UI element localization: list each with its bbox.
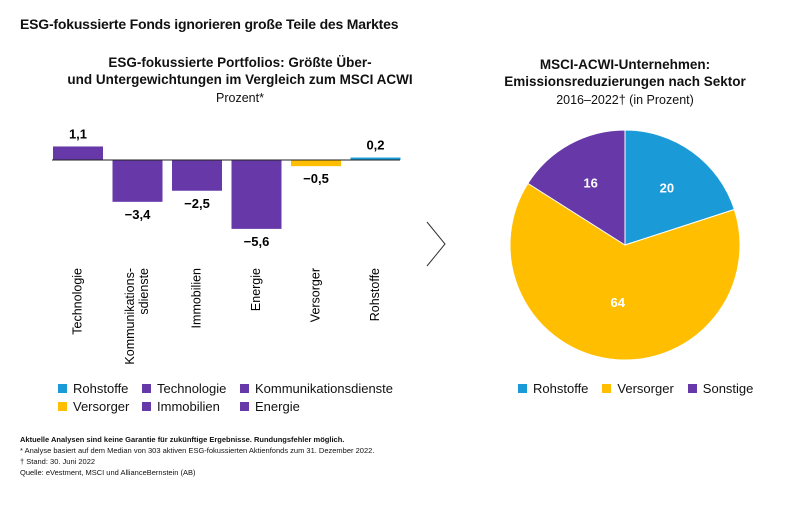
disclaimer: Aktuelle Analysen sind keine Garantie fü…	[20, 435, 345, 444]
pie-title-line2: Emissionsreduzierungen nach Sektor	[504, 74, 746, 89]
legend-label: Energie	[255, 399, 300, 414]
bar	[350, 157, 401, 160]
bar-value-label: 1,1	[69, 126, 87, 141]
bar-subtitle: Prozent*	[216, 91, 264, 105]
pie-slice	[527, 129, 626, 246]
pie-value-label: 20	[660, 180, 674, 195]
legend-item: Sonstige	[687, 381, 754, 396]
bar-title-line2: und Untergewichtungen im Vergleich zum M…	[67, 72, 413, 87]
legend-label: Versorger	[617, 381, 674, 396]
bar	[231, 160, 282, 229]
category-label: Immobilien	[189, 268, 203, 328]
pie-subtitle: 2016–2022† (in Prozent)	[556, 93, 694, 107]
bar-chart-title: ESG-fokussierte Portfolios: Größte Über-…	[40, 54, 440, 88]
legend-swatch	[240, 384, 249, 393]
footnotes: Aktuelle Analysen sind keine Garantie fü…	[20, 434, 374, 478]
chevron-right-icon	[426, 221, 446, 267]
legend-swatch	[518, 384, 527, 393]
legend-item: Versorger	[58, 399, 142, 414]
legend-swatch	[240, 402, 249, 411]
legend-swatch	[142, 384, 151, 393]
legend-item: Kommunikationsdienste	[240, 381, 400, 396]
legend-item: Energie	[240, 399, 400, 414]
category-label: Rohstoffe	[368, 268, 382, 321]
footnote-date: † Stand: 30. Juni 2022	[20, 457, 96, 466]
bar-value-label: −0,5	[303, 171, 329, 186]
legend-label: Kommunikationsdienste	[255, 381, 394, 396]
category-label: Technologie	[70, 268, 84, 335]
bar	[112, 160, 163, 202]
pie-title-line1: MSCI-ACWI-Unternehmen:	[539, 57, 711, 72]
legend-swatch	[602, 384, 612, 393]
source: Quelle: eVestment, MSCI und AllianceBern…	[20, 468, 196, 477]
legend-label: Rohstoffe	[73, 381, 129, 396]
legend-item: Rohstoffe	[58, 381, 142, 396]
legend-item: Rohstoffe	[518, 381, 588, 396]
legend-swatch	[687, 384, 697, 393]
pie-legend: Rohstoffe Versorger Sonstige	[518, 381, 753, 396]
legend-swatch	[58, 384, 67, 393]
bar-value-label: −3,4	[125, 207, 151, 222]
pie-slice	[624, 129, 736, 246]
legend-label: Sonstige	[702, 381, 754, 396]
bar-title-line1: ESG-fokussierte Portfolios: Größte Über-	[108, 55, 372, 70]
page-title: ESG-fokussierte Fonds ignorieren große T…	[20, 16, 399, 32]
legend-item: Technologie	[142, 381, 240, 396]
category-label: Kommunikations-	[123, 268, 137, 365]
category-label: Energie	[249, 268, 263, 311]
legend-label: Technologie	[157, 381, 227, 396]
bar-legend: Rohstoffe Technologie Kommunikationsdienst…	[58, 381, 400, 414]
bar-value-label: −2,5	[184, 196, 210, 211]
category-label: Versorger	[308, 268, 322, 322]
bar	[53, 146, 103, 160]
legend-item: Versorger	[602, 381, 674, 396]
bar-value-label: 0,2	[366, 138, 384, 153]
bar-value-label: −5,6	[244, 234, 270, 249]
legend-label: Versorger	[73, 399, 130, 414]
pie-value-label: 16	[583, 176, 597, 191]
legend-item: Immobilien	[142, 399, 240, 414]
legend-label: Immobilien	[157, 399, 220, 414]
pie-slice	[509, 182, 741, 361]
legend-swatch	[142, 402, 151, 411]
category-label: sdienste	[137, 268, 151, 315]
bar	[172, 160, 222, 191]
bar	[291, 160, 341, 167]
legend-swatch	[58, 402, 67, 411]
legend-label: Rohstoffe	[533, 381, 589, 396]
footnote-analysis: * Analyse basiert auf dem Median von 303…	[20, 446, 375, 455]
pie-chart-title: MSCI-ACWI-Unternehmen: Emissionsreduzier…	[475, 56, 775, 90]
pie-value-label: 64	[611, 295, 626, 310]
